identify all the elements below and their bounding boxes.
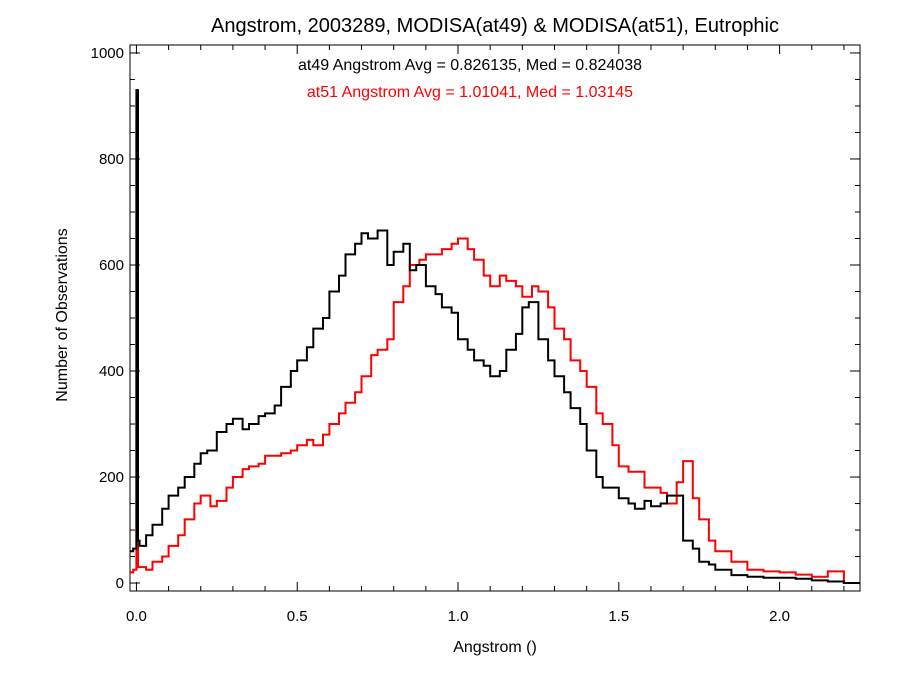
plot-area: 0.0 0.5 1.0 1.5 2.0 0 200 400 600 800 1000 — [91, 44, 861, 625]
y-tick-label: 800 — [99, 151, 124, 168]
y-tick-label: 600 — [99, 257, 124, 274]
x-tick-label: 2.0 — [769, 608, 790, 625]
x-tick-label: 0.0 — [126, 608, 147, 625]
x-tick-label: 0.5 — [287, 608, 308, 625]
series-at49-line — [130, 89, 860, 584]
y-tick-label: 200 — [99, 469, 124, 486]
plot-frame — [129, 44, 861, 592]
series-at51-line — [130, 120, 860, 584]
chart-title: Angstrom, 2003289, MODISA(at49) & MODISA… — [211, 15, 779, 37]
stats-annotation-at49: at49 Angstrom Avg = 0.826135, Med = 0.82… — [298, 57, 642, 74]
y-tick-label: 400 — [99, 363, 124, 380]
stats-annotation-at51: at51 Angstrom Avg = 1.01041, Med = 1.031… — [307, 84, 633, 101]
tick-layer: 0.0 0.5 1.0 1.5 2.0 0 200 400 600 800 1000 — [91, 45, 860, 625]
x-tick-label: 1.0 — [448, 608, 469, 625]
y-axis-label: Number of Observations — [54, 228, 71, 401]
x-axis-label: Angstrom () — [453, 639, 537, 656]
series-layer — [130, 89, 860, 584]
y-tick-label: 1000 — [91, 45, 124, 62]
x-tick-label: 1.5 — [608, 608, 629, 625]
y-tick-label: 0 — [116, 575, 124, 592]
